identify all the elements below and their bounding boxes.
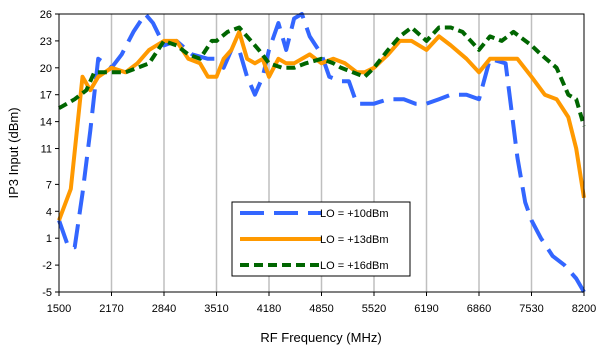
y-tick-label: 4 (46, 206, 52, 218)
y-tick-label: 1 (46, 233, 52, 245)
x-tick-label: 2840 (152, 303, 176, 315)
series-line-2 (57, 29, 586, 222)
y-tick-label: 14 (40, 117, 52, 129)
x-tick-label: 4180 (257, 303, 281, 315)
y-tick-label: 17 (40, 90, 52, 102)
series-line-3 (58, 25, 586, 127)
x-tick-label: 3510 (204, 303, 228, 315)
legend-label: LO = +13dBm (320, 234, 389, 246)
x-tick-label: 4850 (309, 303, 333, 315)
x-axis-label: RF Frequency (MHz) (260, 330, 381, 345)
x-tick-label: 7530 (519, 303, 543, 315)
x-axis-ticks: 1500 2170 2840 3510 4180 4850 5520 6190 6860 7530… (47, 292, 596, 315)
x-tick-label: 5520 (362, 303, 386, 315)
x-tick-label: 6190 (414, 303, 438, 315)
legend: LO = +10dBm LO = +13dBm LO = +16dBm (231, 201, 411, 277)
y-tick-label: 26 (40, 9, 52, 21)
y-tick-label: 23 (40, 36, 52, 48)
y-tick-label: 11 (41, 144, 52, 156)
y-tick-label: -2 (42, 260, 52, 272)
x-tick-label: 1500 (47, 303, 71, 315)
y-tick-label: -5 (42, 287, 52, 299)
x-tick-label: 6860 (467, 303, 491, 315)
y-tick-label: 7 (46, 179, 52, 191)
y-axis-label: IP3 Input (dBm) (6, 107, 21, 198)
y-tick-label: 20 (40, 63, 52, 75)
legend-label: LO = +16dBm (320, 260, 389, 272)
x-tick-label: 2170 (99, 303, 123, 315)
legend-label: LO = +10dBm (320, 208, 389, 220)
x-tick-label: 8200 (572, 303, 596, 315)
